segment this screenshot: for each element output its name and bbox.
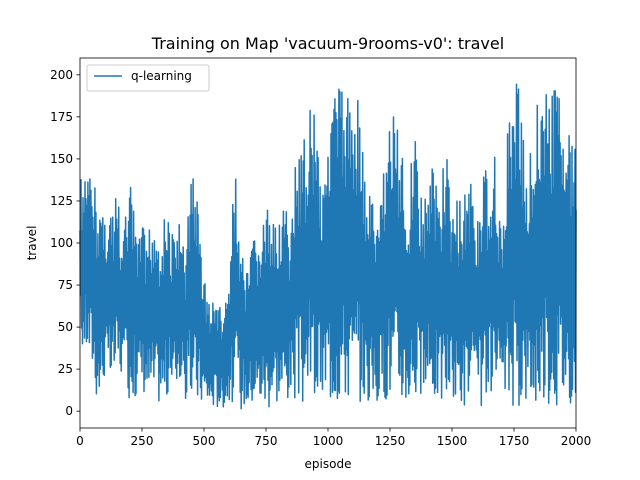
legend-box (86, 64, 210, 92)
x-tick-label: 2000 (561, 434, 592, 448)
x-tick-label: 1750 (499, 434, 530, 448)
y-tick-label: 100 (50, 236, 73, 250)
x-tick-label: 250 (131, 434, 154, 448)
y-tick-label: 50 (58, 320, 73, 334)
chart-title: Training on Map 'vacuum-9rooms-v0': trav… (151, 34, 504, 53)
legend-label-q-learning: q-learning (131, 69, 192, 83)
x-tick-label: 1000 (313, 434, 344, 448)
x-tick-label: 1500 (437, 434, 468, 448)
y-tick-label: 25 (58, 362, 73, 376)
y-tick-label: 150 (50, 152, 73, 166)
legend: q-learning (86, 64, 210, 92)
y-tick-label: 175 (50, 110, 73, 124)
x-axis-ticks: 0 250 500 750 1000 1250 1500 1750 2000 (76, 428, 591, 448)
y-axis-ticks: 0 25 50 75 100 125 150 175 200 (50, 68, 80, 418)
y-axis-label: travel (25, 226, 39, 261)
series-line-q-learning (79, 83, 577, 410)
x-tick-label: 500 (193, 434, 216, 448)
y-tick-label: 125 (50, 194, 73, 208)
x-tick-label: 1250 (375, 434, 406, 448)
y-tick-label: 200 (50, 68, 73, 82)
x-tick-label: 750 (255, 434, 278, 448)
x-tick-label: 0 (76, 434, 84, 448)
y-tick-label: 75 (58, 278, 73, 292)
plot-content (79, 83, 577, 410)
x-axis-label: episode (305, 457, 352, 471)
y-tick-label: 0 (65, 404, 73, 418)
